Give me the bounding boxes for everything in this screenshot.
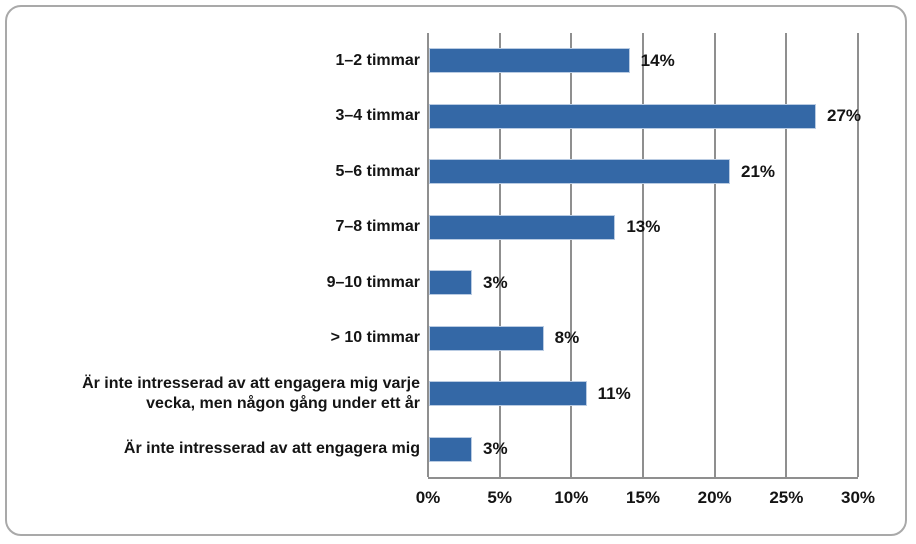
bar (429, 325, 544, 351)
category-label: Är inte intresserad av att engagera mig … (82, 374, 420, 412)
value-label: 27% (827, 106, 862, 126)
x-tick-label: 15% (625, 488, 661, 507)
value-label: 11% (597, 383, 631, 403)
gridline (642, 33, 644, 477)
value-label: 14% (640, 50, 675, 70)
value-label: 3% (483, 272, 508, 292)
gridline (785, 33, 788, 477)
category-label: 1–2 timmar (335, 51, 421, 69)
x-tick-label: 25% (769, 488, 804, 507)
value-label: 21% (741, 161, 776, 181)
bar (429, 270, 472, 296)
category-label: 7–8 timmar (335, 218, 421, 236)
category-label: Är inte intresserad av att engagera mig (123, 440, 420, 458)
bar (429, 103, 816, 129)
category-label: 5–6 timmar (335, 162, 421, 180)
bar (429, 159, 730, 185)
bar (429, 214, 616, 240)
category-label: 9–10 timmar (326, 273, 420, 291)
x-tick-label: 30% (840, 488, 876, 507)
category-label: > 10 timmar (330, 329, 420, 347)
value-label: 3% (483, 439, 508, 459)
value-label: 13% (626, 217, 661, 237)
gridline (498, 33, 501, 477)
x-tick-label: 20% (697, 488, 732, 507)
bar (429, 381, 587, 407)
gridline (570, 33, 573, 477)
category-label: 3–4 timmar (335, 107, 421, 125)
gridline (857, 33, 859, 477)
bar (429, 436, 472, 462)
bar (429, 48, 630, 74)
x-axis-tick-labels: 0% 5% 10% 15% 20% 25% 30% (416, 488, 875, 514)
y-axis-line (427, 33, 429, 477)
x-tick-label: 0% (415, 488, 441, 507)
category-axis: 1–2 timmar 3–4 timmar 5–6 timmar 7–8 timmar… (8, 33, 420, 477)
plot-area: 14% 27% 21% 13% 3% 8% 11% 3% (427, 33, 862, 479)
x-tick-label: 10% (554, 488, 589, 507)
gridline (713, 33, 716, 477)
value-label: 8% (554, 328, 580, 348)
x-tick-label: 5% (487, 488, 512, 507)
